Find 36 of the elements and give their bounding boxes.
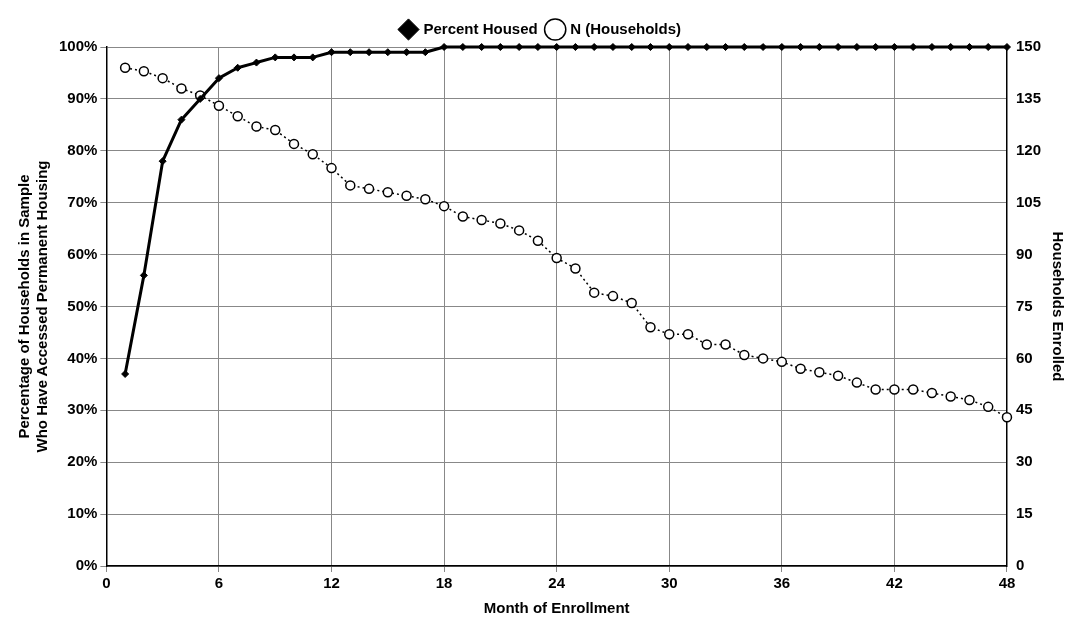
y2-tick-label: 30 (1015, 452, 1033, 470)
legend-label: N (Households) (570, 19, 682, 37)
y2-tick-label: 135 (1015, 89, 1041, 107)
y-tick-label: 60% (67, 244, 98, 262)
y2-tick-label: 45 (1015, 400, 1033, 418)
y2-tick-label: 0 (1015, 556, 1025, 574)
y-tick-label: 70% (67, 192, 98, 210)
x-tick-label: 0 (102, 574, 111, 592)
y2-tick-label: 15 (1015, 504, 1033, 522)
x-tick-label: 6 (214, 574, 224, 592)
y-tick-label: 10% (67, 504, 98, 522)
y2-axis-title: Households Enrolled (1049, 231, 1067, 382)
y-axis-title: Percentage of Households in Sample Who Have Accessed Permanent Housing (15, 160, 51, 453)
x-axis-title: Month of Enrollment (483, 599, 630, 617)
y-tick-label: 100% (58, 37, 98, 55)
x-tick-label: 48 (998, 574, 1016, 592)
x-tick-label: 30 (660, 574, 678, 592)
y2-tick-label: 90 (1015, 244, 1033, 262)
y-tick-label: 0% (75, 556, 98, 574)
y2-tick-label: 75 (1015, 296, 1033, 314)
y-tick-label: 90% (67, 89, 98, 107)
legend-label: Percent Housed (423, 19, 538, 37)
x-tick-label: 12 (323, 574, 340, 592)
x-tick-label: 36 (773, 574, 791, 592)
x-tick-label: 42 (886, 574, 903, 592)
y2-tick-label: 105 (1015, 192, 1041, 210)
x-tick-label: 24 (548, 574, 566, 592)
y2-tick-label: 60 (1015, 348, 1033, 366)
y-tick-label: 20% (67, 452, 98, 470)
y-tick-label: 30% (67, 400, 98, 418)
y-tick-label: 40% (67, 348, 98, 366)
x-tick-label: 18 (435, 574, 453, 592)
y2-tick-label: 120 (1015, 140, 1041, 158)
y-tick-label: 50% (67, 296, 98, 314)
y-tick-label: 80% (67, 140, 98, 158)
y2-tick-label: 150 (1015, 37, 1041, 55)
